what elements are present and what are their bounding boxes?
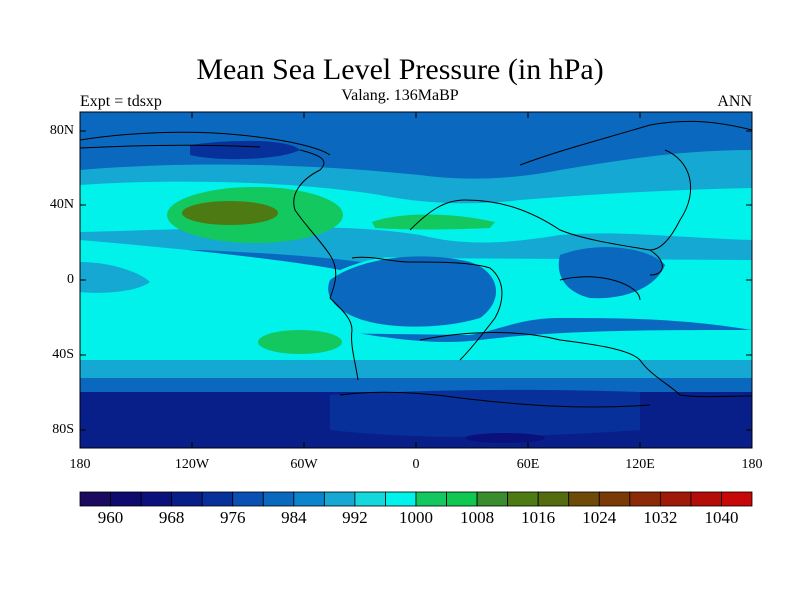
lon-tick-label: 60W — [290, 457, 318, 472]
colorbar-box — [476, 491, 509, 507]
lon-tick-label: 180 — [69, 457, 91, 472]
lon-tick-label: 120W — [174, 457, 210, 472]
coast-eurasia-south — [409, 199, 663, 276]
coast-antarctica-south — [339, 391, 651, 408]
field-tethys-high — [372, 214, 495, 230]
field-east-pacific — [80, 262, 150, 293]
field-cyan-south — [80, 318, 752, 362]
colorbar-box — [232, 491, 264, 507]
season-label: ANN — [717, 93, 752, 110]
colorbar-label: 960 — [97, 508, 124, 527]
colorbar-box — [323, 491, 356, 507]
colorbar — [79, 491, 753, 507]
colorbar-label: 976 — [219, 508, 246, 527]
colorbar-box — [385, 491, 417, 507]
colorbar-box — [629, 491, 661, 507]
field-pacific-high-core — [182, 201, 278, 225]
lon-tick-label: 120E — [625, 457, 655, 472]
field-antarctic-rim — [330, 389, 640, 437]
field-north-band — [80, 112, 680, 165]
colorbar-box — [690, 491, 722, 507]
colorbar-box — [568, 491, 600, 507]
lat-tick-label: 40N — [49, 197, 74, 212]
colorbar-box — [659, 491, 692, 507]
colorbar-label: 1040 — [704, 508, 739, 527]
field-south-high — [258, 330, 342, 354]
colorbar-label: 1024 — [582, 508, 617, 527]
colorbar-box — [354, 491, 386, 507]
colorbar-box — [293, 491, 325, 507]
colorbar-box — [201, 491, 234, 507]
colorbar-label: 992 — [342, 508, 368, 527]
field-asia-low — [558, 247, 665, 299]
colorbar-label: 968 — [158, 508, 185, 527]
lat-tick-label: 40S — [52, 347, 74, 362]
colorbar-label: 1016 — [521, 508, 556, 527]
lat-tick-label: 0 — [67, 272, 74, 287]
colorbar-box — [110, 491, 142, 507]
field-africa-low — [328, 256, 497, 327]
colorbar-box — [140, 491, 173, 507]
lon-tick-label: 0 — [412, 457, 420, 472]
colorbar-box — [79, 491, 111, 507]
experiment-label: Expt = tdsxp — [80, 93, 162, 110]
axis-ticks — [79, 112, 753, 448]
coast-south-america — [329, 297, 359, 381]
colorbar-box — [415, 491, 447, 507]
coastlines — [80, 120, 752, 408]
colorbar-box — [446, 491, 478, 507]
page-title: Mean Sea Level Pressure (in hPa) — [196, 53, 604, 86]
colorbar-box — [721, 491, 753, 507]
field-mid-south — [80, 378, 752, 392]
coast-siberia — [80, 144, 261, 149]
field-antarctic-core — [465, 433, 545, 443]
subtitle: Valang. 136MaBP — [341, 87, 459, 104]
colorbar-box — [171, 491, 203, 507]
coast-eurasia-north — [519, 120, 752, 166]
coast-east-asia — [649, 149, 692, 251]
coast-india — [559, 276, 641, 301]
colorbar-label: 984 — [281, 508, 307, 527]
coast-arctic-west — [80, 131, 331, 156]
colorbar-box — [262, 491, 295, 507]
colorbar-label: 1008 — [460, 508, 495, 527]
coast-antarctica-north — [419, 332, 752, 398]
field-light-south — [80, 360, 752, 378]
colorbar-box — [507, 491, 539, 507]
lon-tick-label: 60E — [516, 457, 540, 472]
colorbar-label: 1000 — [399, 508, 433, 527]
colorbar-box — [598, 491, 631, 507]
colorbar-label: 1032 — [643, 508, 678, 527]
coast-north-america — [293, 149, 337, 299]
lat-tick-label: 80N — [49, 123, 74, 138]
lat-tick-label: 80S — [52, 422, 74, 437]
pressure-field — [80, 112, 752, 448]
colorbar-box — [537, 491, 570, 507]
coast-africa — [351, 256, 503, 361]
lon-tick-label: 180 — [741, 457, 763, 472]
